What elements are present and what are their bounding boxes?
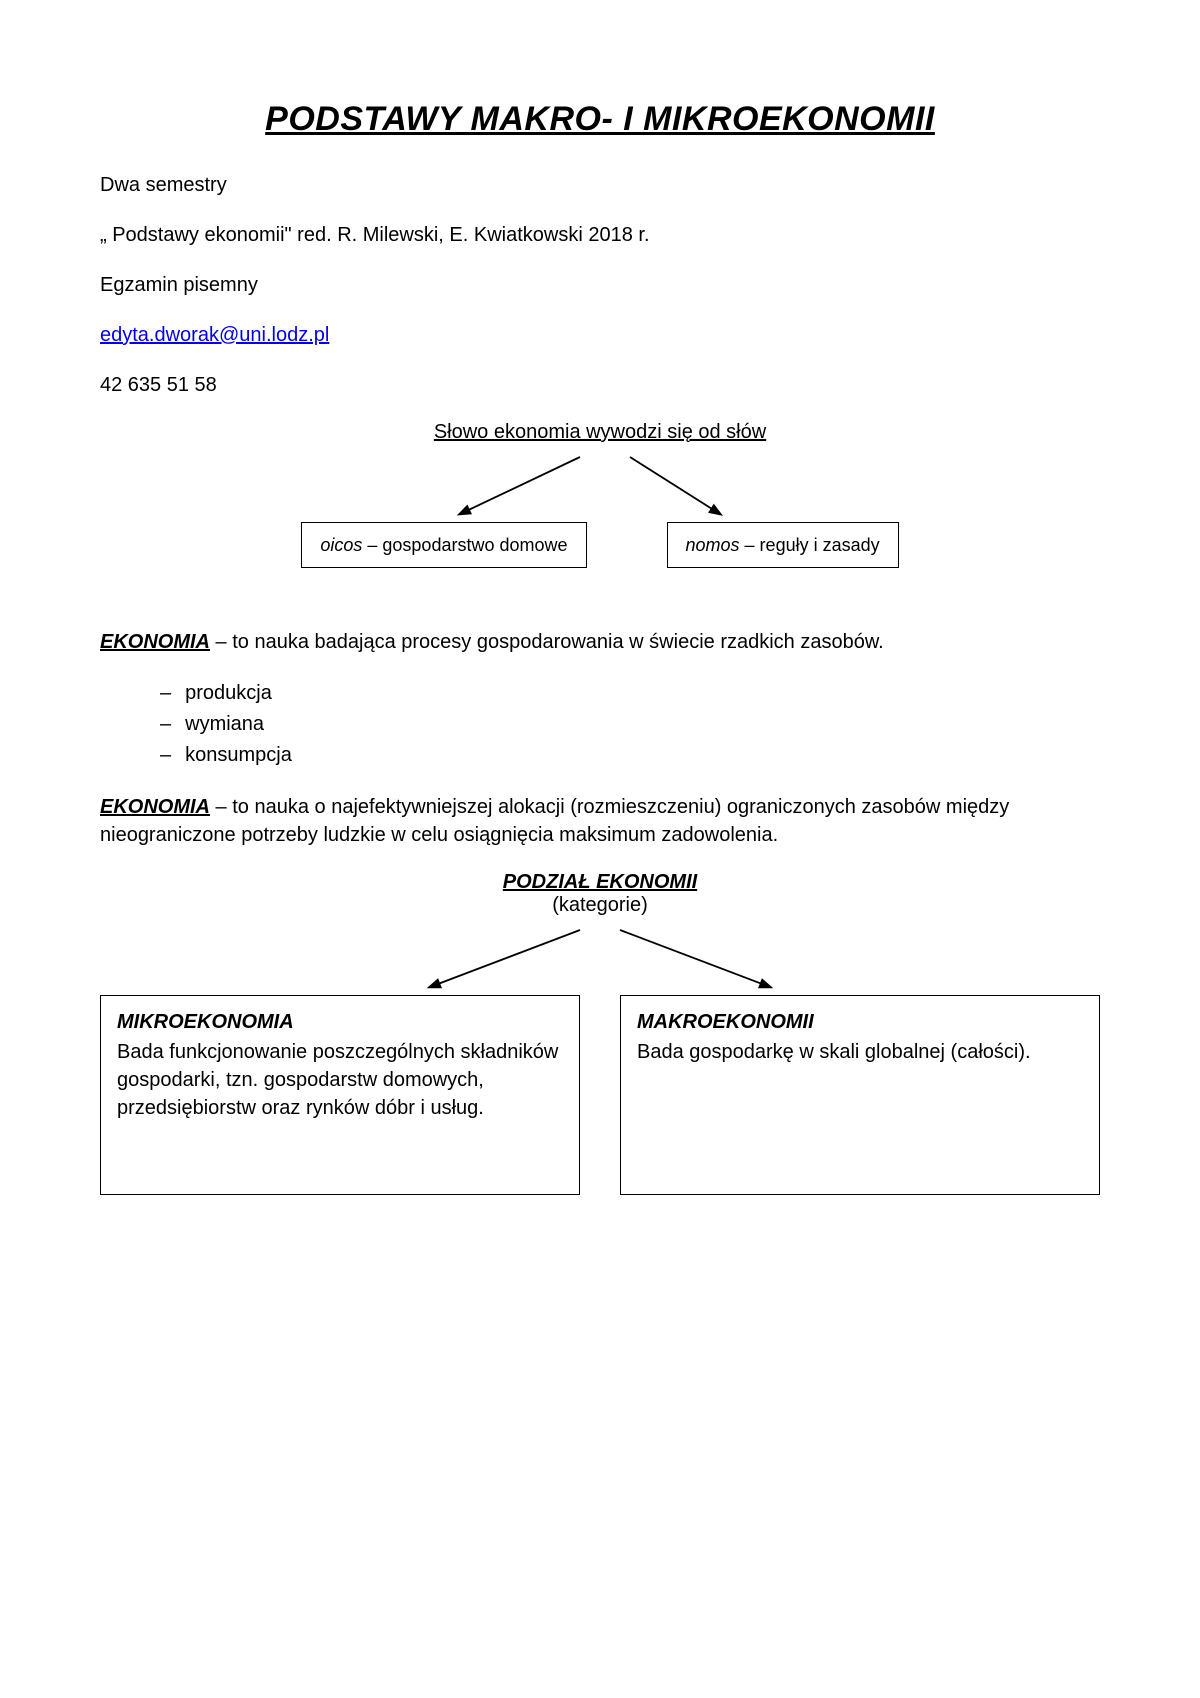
etymology-diagram: Słowo ekonomia wywodzi się od słów oicos… [100,421,1100,568]
bullet-item: konsumpcja [160,740,1100,771]
definition-2: EKONOMIA – to nauka o najefektywniejszej… [100,793,1100,849]
oicos-term: oicos [320,535,362,555]
definition-1: EKONOMIA – to nauka badająca procesy gos… [100,628,1100,656]
etymology-heading: Słowo ekonomia wywodzi się od słów [100,421,1100,444]
email-line: edyta.dworak@uni.lodz.pl [100,321,1100,349]
etymology-box-oicos: oicos – gospodarstwo domowe [301,522,586,568]
email-link[interactable]: edyta.dworak@uni.lodz.pl [100,324,329,346]
division-title: PODZIAŁ EKONOMII [100,871,1100,894]
phone-line: 42 635 51 58 [100,371,1100,399]
mikro-head: MIKROEKONOMIA [117,1008,563,1036]
bullet-list: produkcja wymiana konsumpcja [160,678,1100,771]
bullet-item: produkcja [160,678,1100,709]
oicos-meaning: – gospodarstwo domowe [362,535,567,555]
definition-2-text: – to nauka o najefektywniejszej alokacji… [100,796,1009,846]
definition-1-label: EKONOMIA [100,631,210,653]
makro-box: MAKROEKONOMII Bada gospodarkę w skali gl… [620,995,1100,1195]
definition-2-label: EKONOMIA [100,796,210,818]
etymology-box-nomos: nomos – reguły i zasady [667,522,899,568]
etymology-arrows [350,452,850,522]
nomos-meaning: – reguły i zasady [740,535,880,555]
page-title: PODSTAWY MAKRO- I MIKROEKONOMII [100,100,1100,139]
division-subtitle: (kategorie) [100,894,1100,917]
nomos-term: nomos [686,535,740,555]
bullet-item: wymiana [160,709,1100,740]
exam-line: Egzamin pisemny [100,271,1100,299]
mikro-body: Bada funkcjonowanie poszczególnych skład… [117,1038,563,1122]
definition-1-text: – to nauka badająca procesy gospodarowan… [210,631,884,653]
division-diagram: PODZIAŁ EKONOMII (kategorie) MIKROEKONOM… [100,871,1100,1195]
textbook-line: „ Podstawy ekonomii" red. R. Milewski, E… [100,221,1100,249]
mikro-box: MIKROEKONOMIA Bada funkcjonowanie poszcz… [100,995,580,1195]
makro-body: Bada gospodarkę w skali globalnej (całoś… [637,1038,1083,1066]
semesters-line: Dwa semestry [100,171,1100,199]
division-arrows [250,925,950,995]
makro-head: MAKROEKONOMII [637,1008,1083,1036]
